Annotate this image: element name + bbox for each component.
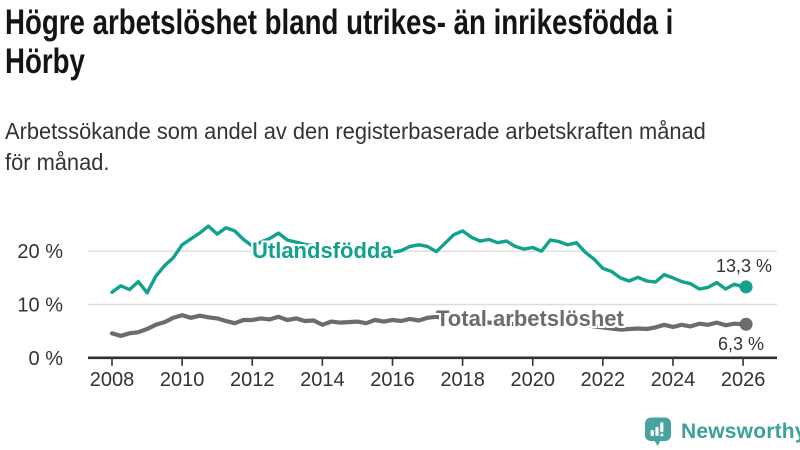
series-line-1 xyxy=(109,313,746,338)
x-tick-label-2018: 2018 xyxy=(440,369,485,391)
page-title: Högre arbetslöshet bland utrikes- än inr… xyxy=(5,3,800,81)
newsworthy-logo[interactable]: Newsworthy xyxy=(644,417,800,447)
series-end-dot-0 xyxy=(739,280,753,294)
x-tick-label-2026: 2026 xyxy=(721,369,766,391)
value-label-total-arbetsloshet: 6,3 % xyxy=(717,334,764,354)
page-title-line2: Hörby xyxy=(5,42,85,81)
page-title-line1: Högre arbetslöshet bland utrikes- än inr… xyxy=(5,3,674,42)
page-subtitle: Arbetssökande som andel av den registerb… xyxy=(5,116,800,178)
value-label-utlandsfodda: 13,3 % xyxy=(715,256,772,276)
series-label-utlandsfodda: Utlandsfödda xyxy=(252,238,393,263)
bar-chart-speech-bubble-icon xyxy=(645,417,671,446)
x-tick-label-2022: 2022 xyxy=(581,369,626,391)
x-tick-label-2010: 2010 xyxy=(160,369,205,391)
page-subtitle-line1: Arbetssökande som andel av den registerb… xyxy=(5,118,706,144)
series-label-total-arbetsloshet: Total arbetslöshet xyxy=(436,306,624,331)
x-tick-label-2008: 2008 xyxy=(90,369,135,391)
x-tick-label-2012: 2012 xyxy=(230,369,275,391)
page-subtitle-line2: för månad. xyxy=(5,149,110,175)
y-tick-label-20: 20 % xyxy=(17,241,63,263)
x-tick-label-2024: 2024 xyxy=(651,369,696,391)
series-line-0 xyxy=(110,224,745,295)
series-end-dot-1 xyxy=(739,317,753,331)
y-tick-label-10: 10 % xyxy=(17,295,63,317)
brand-name: Newsworthy xyxy=(681,420,800,443)
y-tick-label-0: 0 % xyxy=(29,348,64,370)
x-tick-label-2016: 2016 xyxy=(370,369,415,391)
x-tick-label-2014: 2014 xyxy=(300,369,345,391)
x-tick-label-2020: 2020 xyxy=(510,369,555,391)
